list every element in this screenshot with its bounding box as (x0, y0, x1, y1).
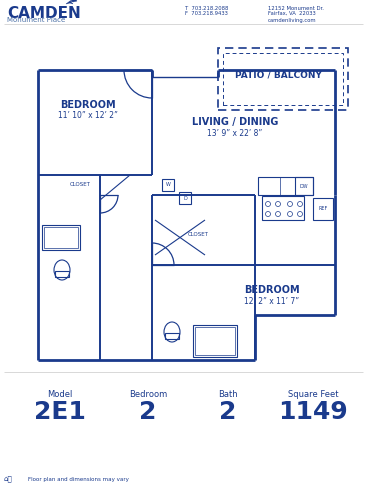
Text: REF: REF (319, 206, 328, 212)
Circle shape (298, 201, 302, 206)
Text: F  703.218.9433: F 703.218.9433 (185, 11, 228, 16)
Text: BEDROOM: BEDROOM (244, 285, 300, 295)
Circle shape (287, 201, 292, 206)
Text: PATIO / BALCONY: PATIO / BALCONY (235, 71, 321, 79)
Text: Monument Place: Monument Place (7, 17, 65, 23)
Bar (193, 325, 237, 357)
Text: BEDROOM: BEDROOM (60, 100, 116, 110)
Polygon shape (70, 0, 77, 2)
Text: LIVING / DINING: LIVING / DINING (192, 117, 278, 127)
Text: CAMDEN: CAMDEN (7, 6, 81, 21)
Text: Bedroom: Bedroom (129, 390, 167, 399)
Text: ⌂⚿: ⌂⚿ (4, 475, 13, 482)
Bar (313, 198, 333, 220)
Bar (295, 177, 313, 195)
Text: 11’ 10” x 12’ 2”: 11’ 10” x 12’ 2” (58, 112, 118, 121)
Text: camdenliving.com: camdenliving.com (268, 18, 317, 23)
Text: 12’ 2” x 11’ 7”: 12’ 2” x 11’ 7” (244, 296, 299, 305)
Text: 2E1: 2E1 (34, 400, 86, 424)
Ellipse shape (54, 260, 70, 280)
Circle shape (298, 212, 302, 217)
Text: T  703.218.2088: T 703.218.2088 (185, 6, 228, 11)
Circle shape (276, 201, 280, 206)
Bar (218, 48, 348, 110)
Text: Floor plan and dimensions may vary: Floor plan and dimensions may vary (28, 477, 129, 482)
Text: 2: 2 (139, 400, 157, 424)
Text: Model: Model (47, 390, 73, 399)
Bar (42, 225, 80, 250)
Polygon shape (161, 179, 174, 192)
Circle shape (265, 212, 270, 217)
Text: 2: 2 (219, 400, 237, 424)
Text: Fairfax, VA  22033: Fairfax, VA 22033 (268, 11, 316, 16)
Text: Square Feet: Square Feet (288, 390, 338, 399)
Circle shape (287, 212, 292, 217)
Text: 12152 Monument Dr.: 12152 Monument Dr. (268, 6, 324, 11)
Bar (223, 53, 343, 105)
Text: D: D (183, 196, 187, 200)
Text: 13’ 9” x 22’ 8”: 13’ 9” x 22’ 8” (207, 128, 263, 138)
Bar (258, 177, 313, 195)
Polygon shape (66, 1, 73, 4)
Polygon shape (179, 192, 191, 204)
Text: CLOSET: CLOSET (70, 182, 90, 188)
Ellipse shape (164, 322, 180, 342)
Circle shape (276, 212, 280, 217)
Bar (165, 333, 179, 339)
Bar (195, 327, 235, 355)
Text: DW: DW (300, 183, 308, 189)
Text: CLOSET: CLOSET (188, 232, 208, 238)
Text: W: W (166, 182, 170, 188)
Text: 1149: 1149 (278, 400, 348, 424)
Circle shape (265, 201, 270, 206)
Bar (44, 227, 78, 248)
Text: Bath: Bath (218, 390, 238, 399)
Bar (55, 271, 69, 277)
Bar (262, 196, 304, 220)
